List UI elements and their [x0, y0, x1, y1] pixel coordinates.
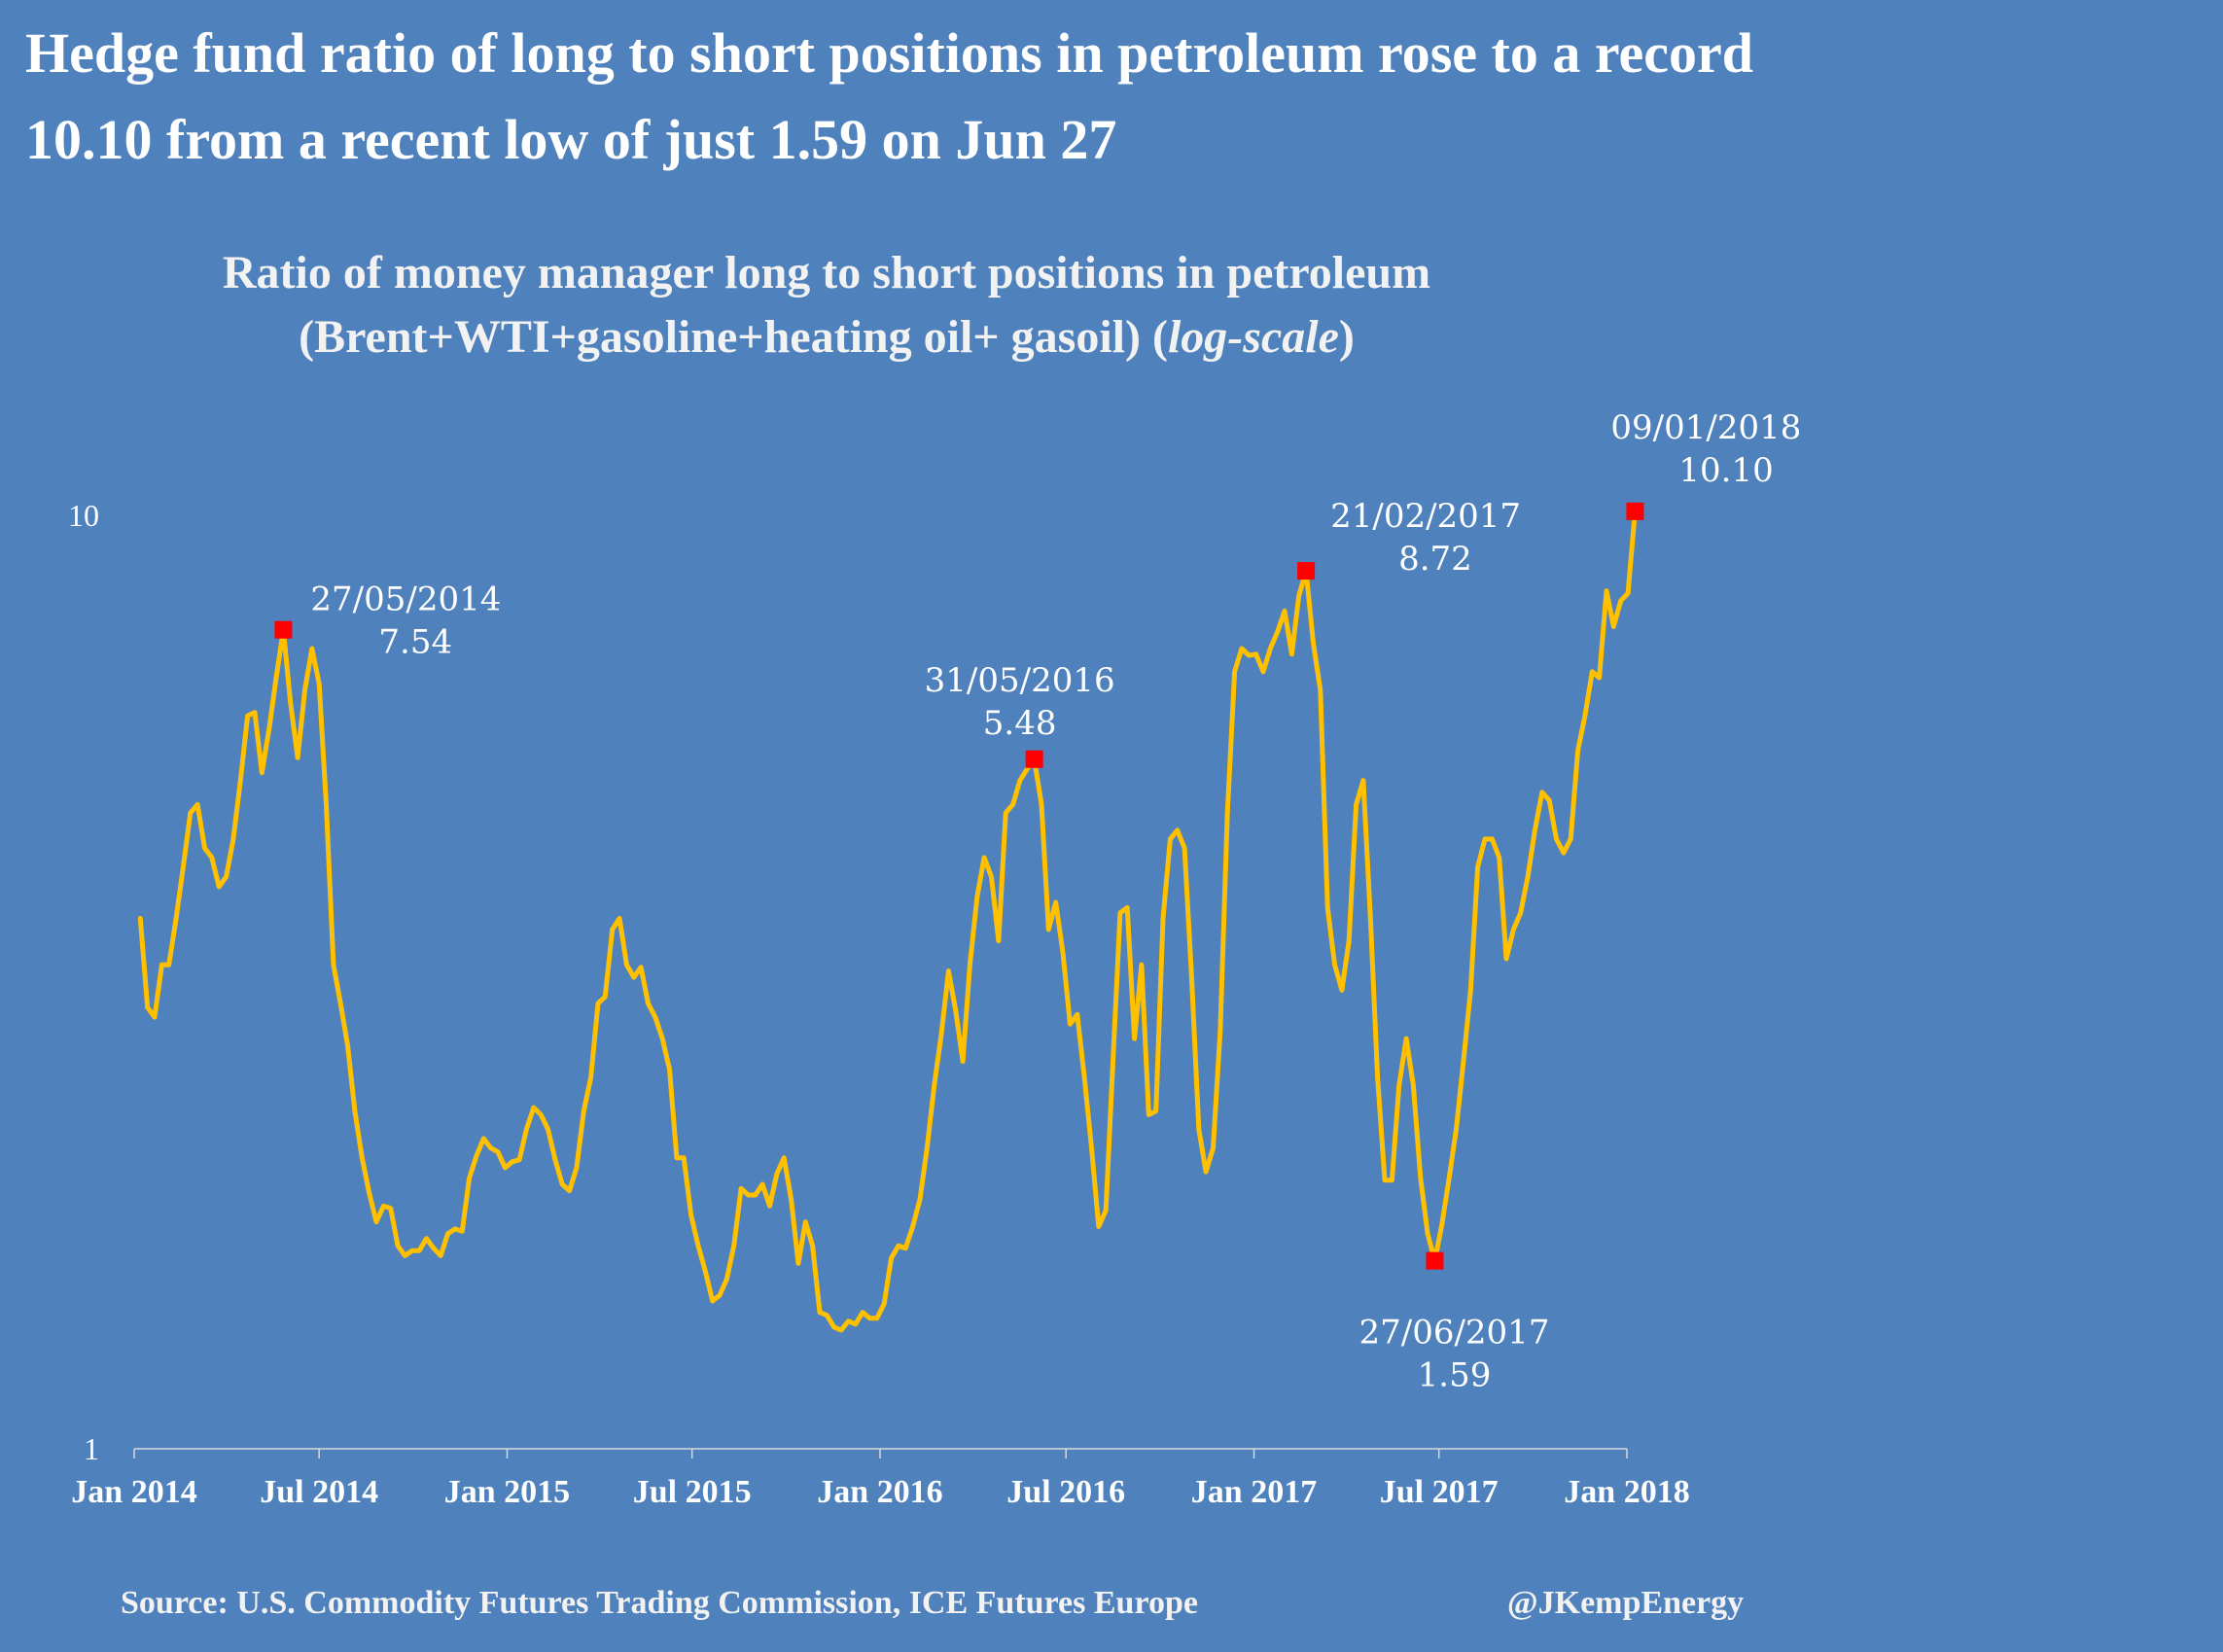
x-tick-label: Jul 2014: [260, 1474, 378, 1510]
headline-line-2: 10.10 from a recent low of just 1.59 on …: [25, 108, 1117, 171]
series-line: [137, 509, 1638, 1333]
x-tick-label: Jul 2015: [633, 1474, 752, 1510]
annotation-marker: [1626, 502, 1644, 520]
annotation-date-label: 09/01/2018: [1610, 408, 1801, 447]
y-tick-label: 10: [68, 498, 99, 533]
annotation-value-label: 1.59: [1418, 1356, 1492, 1395]
annotation-value-label: 5.48: [983, 704, 1057, 743]
x-tick-label: Jan 2016: [817, 1474, 942, 1510]
chart-title-line-2: (Brent+WTI+gasoline+heating oil+ gasoil)…: [0, 305, 1653, 369]
chart-title-log-scale: log-scale: [1167, 311, 1339, 363]
source-note: Source: U.S. Commodity Futures Trading C…: [121, 1585, 1198, 1621]
annotation-markers: 27/05/2014 7.54 31/05/2016 5.48 21/02/2017 8.…: [274, 408, 1801, 1395]
annotation-date-label: 21/02/2017: [1330, 497, 1521, 536]
annotation-marker: [1426, 1251, 1444, 1270]
author-handle: @JKempEnergy: [1507, 1585, 1745, 1621]
chart-title-close-paren: ): [1338, 311, 1355, 363]
annotation-date-label: 31/05/2016: [925, 661, 1115, 700]
x-tick-label: Jan 2015: [444, 1474, 570, 1510]
annotation-value-label: 7.54: [378, 623, 452, 662]
x-tick-label: Jan 2017: [1191, 1474, 1317, 1510]
headline-line-1: Hedge fund ratio of long to short positi…: [25, 21, 1754, 85]
chart-title: Ratio of money manager long to short pos…: [0, 241, 1653, 369]
annotation-date-label: 27/05/2014: [310, 580, 501, 619]
series-line-group: [137, 509, 1638, 1333]
annotation-marker: [274, 620, 293, 639]
x-tick-label: Jul 2016: [1006, 1474, 1125, 1510]
chart-title-line-2-text: (Brent+WTI+gasoline+heating oil+ gasoil)…: [299, 311, 1168, 363]
annotation-marker: [1297, 562, 1316, 580]
headline: Hedge fund ratio of long to short positi…: [25, 10, 2213, 183]
x-axis: Jan 2014 Jul 2014 Jan 2015 Jul 2015 Jan 2016…: [68, 498, 1690, 1510]
x-tick-label: Jan 2018: [1564, 1474, 1689, 1510]
annotation-marker: [1025, 750, 1043, 768]
x-tick-label: Jan 2014: [71, 1474, 196, 1510]
y-tick-label: 1: [84, 1431, 99, 1466]
annotation-date-label: 27/06/2017: [1358, 1314, 1549, 1353]
chart-title-line-1: Ratio of money manager long to short pos…: [222, 247, 1431, 299]
annotation-value-label: 8.72: [1398, 540, 1472, 579]
x-tick-label: Jul 2017: [1380, 1474, 1499, 1510]
annotation-value-label: 10.10: [1678, 451, 1773, 490]
